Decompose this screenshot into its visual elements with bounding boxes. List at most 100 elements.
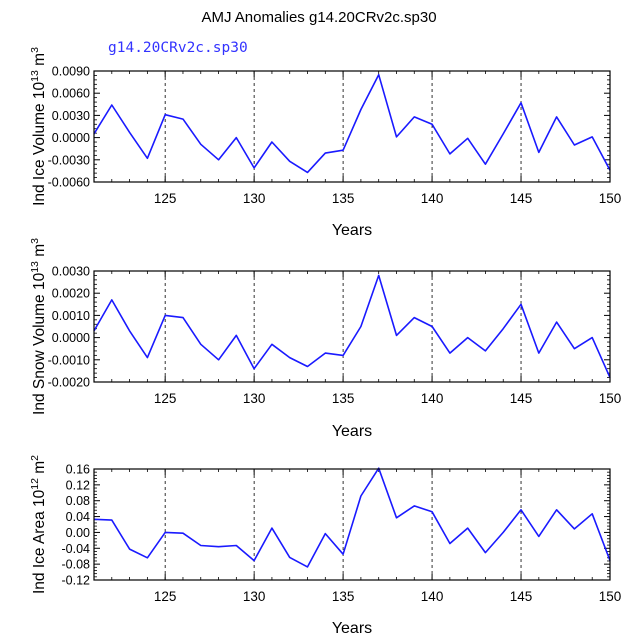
panel-2: -0.0020 -0.0010 0.0000 0.0010 0.0020 0.0030 12… xyxy=(29,238,621,440)
y-tick-label: -0.08 xyxy=(62,558,91,572)
y-tick-label: 0.04 xyxy=(66,510,90,524)
data-point xyxy=(111,299,113,301)
plot-frame xyxy=(93,468,611,581)
data-point xyxy=(164,531,166,533)
data-point xyxy=(324,152,326,154)
data-point xyxy=(271,141,273,143)
panel-3: -0.12 -0.08 -0.04 0.00 0.04 0.08 0.120.16 125 13… xyxy=(29,455,621,637)
y-tick-label: 0.08 xyxy=(66,494,90,508)
data-point xyxy=(200,545,202,547)
y-tick-label: -0.12 xyxy=(62,574,91,588)
x-tick-label: 140 xyxy=(421,589,444,604)
data-point xyxy=(573,348,575,350)
data-point xyxy=(484,552,486,554)
data-point xyxy=(449,352,451,354)
data-point xyxy=(395,334,397,336)
x-tick-label: 145 xyxy=(510,589,533,604)
y-tick-label: 0.0010 xyxy=(52,309,90,323)
plot-frame xyxy=(93,270,611,383)
data-point xyxy=(182,317,184,319)
data-point xyxy=(431,511,433,513)
data-point xyxy=(556,321,558,323)
data-point xyxy=(502,328,504,330)
y-tick-label: 0.0060 xyxy=(52,87,90,101)
data-point xyxy=(324,352,326,354)
x-tick-label: 135 xyxy=(332,191,355,206)
data-point xyxy=(235,545,237,547)
data-point xyxy=(218,546,220,548)
x-tick-label: 150 xyxy=(599,391,622,406)
data-point xyxy=(200,143,202,145)
data-point xyxy=(164,114,166,116)
data-point xyxy=(360,495,362,497)
data-point xyxy=(307,566,309,568)
data-point xyxy=(520,509,522,511)
data-point xyxy=(342,354,344,356)
data-point xyxy=(413,505,415,507)
legend-label: g14.20CRv2c.sp30 xyxy=(108,40,248,56)
data-point xyxy=(591,337,593,339)
x-axis-label: Years xyxy=(332,620,372,637)
x-axis-label: Years xyxy=(332,222,372,239)
data-point xyxy=(146,557,148,559)
data-point xyxy=(591,513,593,515)
data-point xyxy=(289,357,291,359)
data-point xyxy=(324,533,326,535)
y-tick-label: -0.0030 xyxy=(48,153,90,167)
figure-title: AMJ Anomalies g14.20CRv2c.sp30 xyxy=(201,9,436,26)
data-point xyxy=(235,334,237,336)
data-point xyxy=(449,543,451,545)
x-tick-label: 135 xyxy=(332,391,355,406)
data-point xyxy=(395,136,397,138)
data-point xyxy=(467,527,469,529)
data-point xyxy=(573,528,575,530)
data-point xyxy=(413,116,415,118)
data-point xyxy=(271,343,273,345)
x-tick-label: 135 xyxy=(332,589,355,604)
plot-frame xyxy=(93,70,611,183)
data-point xyxy=(111,104,113,106)
data-point xyxy=(307,365,309,367)
data-point xyxy=(484,163,486,165)
y-axis-label: Ind Ice Area 1012 m2 xyxy=(29,455,48,594)
data-point xyxy=(431,326,433,328)
data-point xyxy=(146,157,148,159)
x-tick-label: 140 xyxy=(421,191,444,206)
data-point xyxy=(431,123,433,125)
data-point xyxy=(289,160,291,162)
data-point xyxy=(129,131,131,133)
data-point xyxy=(538,352,540,354)
series-line xyxy=(93,73,611,174)
y-tick-label: -0.04 xyxy=(62,542,91,556)
x-tick-label: 130 xyxy=(243,191,266,206)
data-point xyxy=(413,317,415,319)
data-point xyxy=(502,531,504,533)
data-point xyxy=(573,144,575,146)
y-tick-label: 0.0000 xyxy=(52,331,90,345)
x-tick-label: 150 xyxy=(599,191,622,206)
data-point xyxy=(253,560,255,562)
data-point xyxy=(467,337,469,339)
y-tick-label: 0.0030 xyxy=(52,265,90,279)
data-point xyxy=(146,357,148,359)
data-point xyxy=(556,509,558,511)
data-point xyxy=(129,330,131,332)
data-point xyxy=(253,167,255,169)
y-tick-label: -0.0010 xyxy=(48,353,90,367)
x-tick-label: 125 xyxy=(154,589,177,604)
x-tick-label: 130 xyxy=(243,589,266,604)
data-point xyxy=(271,527,273,529)
y-axis-label: Ind Snow Volume 1013 m3 xyxy=(29,238,48,415)
data-point xyxy=(360,108,362,110)
x-tick-label: 150 xyxy=(599,589,622,604)
data-point xyxy=(484,350,486,352)
data-point xyxy=(502,133,504,135)
data-point xyxy=(538,151,540,153)
data-point xyxy=(164,314,166,316)
y-tick-label: -0.0060 xyxy=(48,176,90,190)
data-point xyxy=(395,517,397,519)
data-point xyxy=(520,303,522,305)
y-tick-label: 0.12 xyxy=(66,478,90,492)
data-point xyxy=(218,159,220,161)
